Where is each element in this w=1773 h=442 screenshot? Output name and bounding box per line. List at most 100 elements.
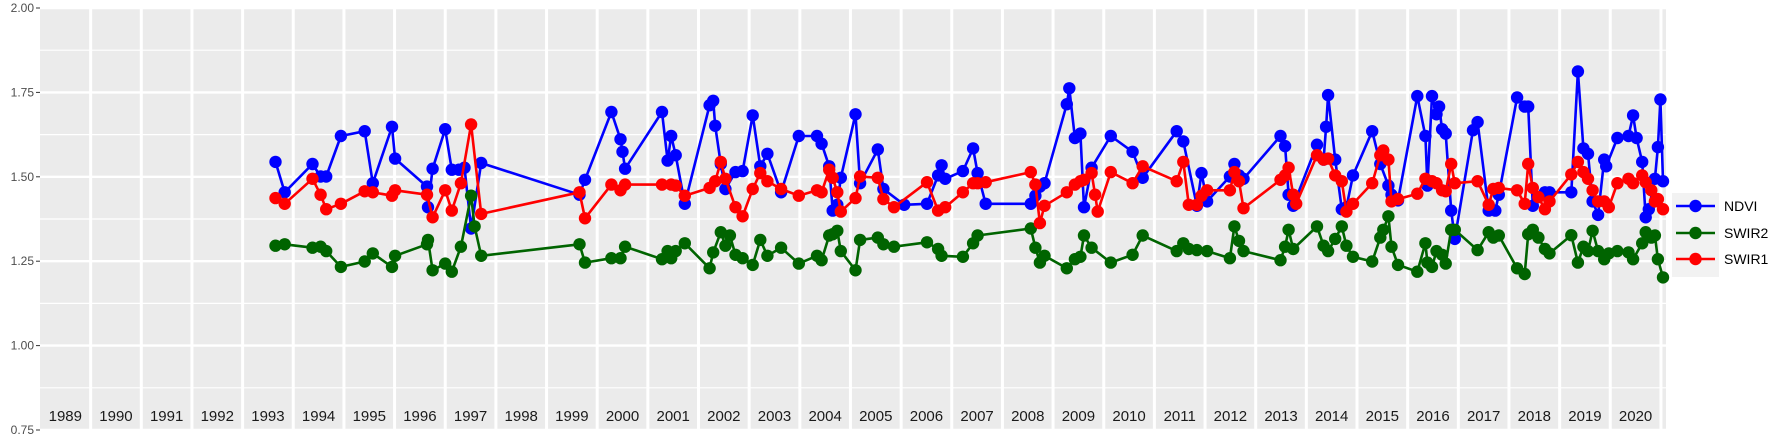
year-label: 2020	[1619, 408, 1652, 425]
year-label: 2016	[1416, 408, 1449, 425]
data-point-swir1	[1232, 175, 1246, 188]
data-point-ndvi	[920, 197, 934, 210]
data-point-ndvi	[1104, 129, 1118, 143]
legend-label: SWIR1	[1724, 251, 1769, 267]
data-point-swir2	[703, 262, 716, 275]
data-point-ndvi	[605, 105, 618, 119]
series-swir1	[269, 118, 1670, 230]
data-point-swir2	[1274, 254, 1287, 267]
data-point-ndvi	[1177, 135, 1190, 148]
year-label: 1993	[251, 408, 284, 425]
data-point-swir2	[678, 237, 691, 250]
data-point-swir2	[1310, 220, 1324, 233]
data-point-swir1	[618, 178, 632, 191]
data-point-swir1	[334, 197, 348, 210]
data-point-ndvi	[1510, 91, 1524, 104]
data-point-ndvi	[616, 145, 629, 158]
data-point-ndvi	[707, 94, 720, 108]
data-point-swir2	[1223, 252, 1237, 265]
data-point-ndvi	[736, 164, 749, 178]
data-point-swir2	[334, 260, 348, 274]
data-point-swir2	[1391, 258, 1405, 272]
data-point-ndvi	[1310, 138, 1324, 151]
data-point-swir1	[1471, 175, 1484, 188]
data-point-swir2	[1586, 224, 1599, 237]
data-point-ndvi	[475, 156, 488, 170]
data-point-swir1	[1482, 198, 1495, 211]
data-point-swir1	[939, 201, 952, 214]
data-point-swir1	[306, 172, 319, 185]
data-point-swir1	[1038, 199, 1051, 212]
data-point-swir1	[1170, 175, 1183, 188]
year-label: 2002	[707, 408, 740, 425]
data-point-swir1	[1602, 201, 1616, 214]
data-point-swir1	[1024, 165, 1038, 179]
data-point-swir2	[1565, 229, 1578, 242]
data-point-ndvi	[306, 157, 319, 171]
data-point-swir1	[956, 186, 970, 199]
y-tick-label: 1.75	[11, 85, 35, 99]
data-point-swir2	[1074, 250, 1087, 263]
data-point-swir1	[1029, 178, 1042, 191]
y-tick-label: 1.00	[11, 339, 35, 353]
data-point-ndvi	[278, 186, 291, 199]
data-point-swir2	[1611, 244, 1624, 258]
data-point-swir1	[1346, 197, 1360, 210]
legend-key-point	[1689, 199, 1702, 213]
data-point-swir2	[1228, 220, 1241, 233]
y-tick-label: 1.25	[11, 254, 35, 268]
data-point-swir2	[1085, 241, 1098, 254]
year-label: 2014	[1315, 408, 1348, 425]
data-point-swir2	[1571, 256, 1585, 269]
year-labels: 1989 1990 1991 1992 1993 1994 1995 1996 1997 1998…	[49, 408, 1653, 425]
data-point-ndvi	[935, 159, 948, 172]
data-point-swir2	[1626, 253, 1640, 266]
data-point-swir2	[887, 240, 901, 253]
data-point-swir2	[1237, 244, 1250, 258]
data-point-swir2	[707, 246, 720, 259]
data-point-swir1	[920, 176, 934, 189]
legend: NDVI SWIR2 SWIR1	[1672, 193, 1769, 277]
data-point-swir1	[1445, 157, 1458, 171]
year-label: 2003	[758, 408, 791, 425]
data-point-swir1	[278, 197, 291, 210]
data-point-ndvi	[388, 152, 402, 165]
data-point-swir2	[669, 244, 682, 258]
data-point-swir1	[831, 186, 844, 199]
data-point-swir2	[719, 239, 732, 252]
data-point-swir2	[1038, 249, 1051, 262]
data-point-swir1	[1237, 202, 1250, 215]
data-point-swir2	[1077, 229, 1091, 242]
data-point-swir1	[678, 189, 691, 202]
data-point-swir1	[366, 186, 379, 199]
data-point-swir2	[421, 233, 435, 247]
data-point-ndvi	[1432, 100, 1446, 113]
year-label: 2019	[1568, 408, 1601, 425]
data-point-swir1	[1391, 192, 1405, 206]
data-point-swir2	[475, 249, 488, 262]
data-point-swir2	[792, 257, 805, 270]
data-point-ndvi	[1074, 127, 1087, 140]
year-label: 2017	[1467, 408, 1500, 425]
data-point-swir1	[1448, 177, 1462, 190]
data-point-ndvi	[578, 173, 592, 186]
year-label: 1998	[505, 408, 538, 425]
data-point-swir2	[761, 249, 774, 262]
data-point-swir2	[614, 252, 627, 265]
data-point-swir2	[877, 238, 890, 251]
data-point-ndvi	[1439, 127, 1452, 140]
data-point-ndvi	[1654, 93, 1667, 106]
data-point-swir1	[1532, 190, 1545, 204]
data-point-swir2	[1329, 232, 1342, 246]
data-point-swir2	[1029, 241, 1042, 254]
data-point-swir2	[1411, 265, 1424, 278]
data-point-swir2	[1366, 255, 1379, 268]
data-point-swir1	[388, 184, 402, 197]
data-point-ndvi	[1278, 139, 1292, 153]
year-label: 2008	[1011, 408, 1044, 425]
y-axis: 0.75 1.00 1.25 1.50 1.75 2.00	[11, 1, 40, 437]
data-point-swir2	[1656, 271, 1670, 284]
data-point-swir1	[871, 171, 884, 184]
legend-key-point	[1689, 226, 1702, 240]
year-label: 2011	[1164, 408, 1196, 425]
